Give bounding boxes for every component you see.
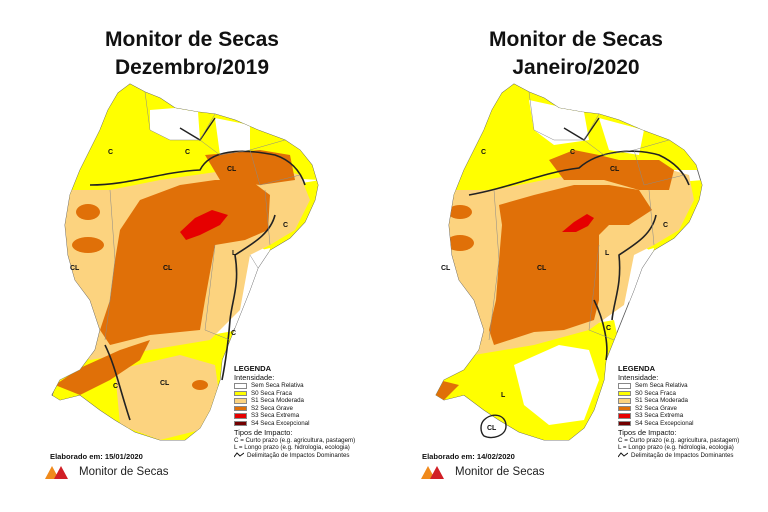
legend-intensity-label: Intensidade:	[234, 372, 275, 382]
legend-swatch	[618, 413, 631, 419]
map-label: C	[231, 330, 237, 337]
monitor-logo-icon	[421, 466, 444, 479]
map-label: C	[185, 149, 191, 156]
logo-text: Monitor de Secas	[455, 466, 545, 478]
drought-map	[435, 83, 703, 441]
impact-c: C = Curto prazo (e.g. agricultura, pasta…	[234, 437, 356, 444]
legend-item: S4 Seca Excepcional	[618, 420, 763, 428]
legend-swatch	[234, 398, 247, 404]
legend-swatch	[234, 405, 247, 411]
delimitation-item: Delimitação de Impactos Dominantes	[234, 452, 379, 459]
impact-c: C = Curto prazo (e.g. agricultura, pasta…	[618, 437, 740, 444]
legend-intensity-label: Intensidade:	[618, 372, 659, 382]
legend-swatch	[234, 390, 247, 396]
legend-item: S0 Seca Fraca	[618, 390, 763, 398]
legend-swatch	[234, 420, 247, 426]
elaborado-date: Elaborado em: 14/02/2020	[422, 452, 515, 461]
map-label: C	[283, 222, 289, 229]
legend-title: LEGENDA	[618, 364, 656, 373]
legend-title: LEGENDA	[234, 364, 272, 373]
legend-item: S2 Seca Grave	[618, 405, 763, 413]
map-label: C	[570, 149, 576, 156]
map-label: C	[663, 222, 669, 229]
drought-map	[51, 83, 319, 441]
legend-swatch	[618, 390, 631, 396]
logo-text: Monitor de Secas	[79, 466, 169, 478]
legend: LEGENDA Intensidade: Sem Seca Relativa S…	[234, 364, 379, 459]
panel-subtitle: Janeiro/2020	[512, 56, 640, 79]
legend-swatch	[618, 420, 631, 426]
map-label: CL	[160, 380, 170, 387]
legend-item: S2 Seca Grave	[234, 405, 379, 413]
monitor-logo-icon	[45, 466, 68, 479]
panel-title: Monitor de Secas	[105, 28, 279, 51]
map-label: CL	[441, 265, 451, 272]
legend-swatch	[234, 383, 247, 389]
legend-item: Sem Seca Relativa	[618, 382, 763, 390]
legend-swatch	[618, 398, 631, 404]
elaborado-date: Elaborado em: 15/01/2020	[50, 452, 143, 461]
map-label: C	[108, 149, 114, 156]
legend: LEGENDA Intensidade: Sem Seca Relativa S…	[618, 364, 763, 459]
legend-item: S3 Seca Extrema	[618, 412, 763, 420]
map-label: CL	[227, 166, 237, 173]
legend-item: S1 Seca Moderada	[618, 397, 763, 405]
map-label: L	[232, 250, 237, 257]
panel-subtitle: Dezembro/2019	[114, 56, 270, 79]
legend-item: S3 Seca Extrema	[234, 412, 379, 420]
panel-title: Monitor de Secas	[489, 28, 663, 51]
impact-title: Tipos de Impacto:	[234, 428, 293, 437]
impact-title: Tipos de Impacto:	[618, 428, 677, 437]
map-label: CL	[537, 265, 547, 272]
map-label: C	[113, 383, 119, 390]
logo: Monitor de Secas	[420, 464, 545, 480]
legend-swatch	[234, 413, 247, 419]
map-label: CL	[70, 265, 80, 272]
delimitation-line-icon	[618, 452, 628, 458]
map-label: CL	[163, 265, 173, 272]
map-label: CL	[610, 166, 620, 173]
legend-item: S4 Seca Excepcional	[234, 420, 379, 428]
map-label: C	[481, 149, 487, 156]
impact-l: L = Longo prazo (e.g. hidrologia, ecolog…	[234, 444, 350, 452]
map-label: C	[606, 325, 612, 332]
legend-item: Sem Seca Relativa	[234, 382, 379, 390]
map-label: L	[501, 392, 506, 399]
map-panel-dezembro-2019: Monitor de Secas Dezembro/2019	[44, 28, 379, 480]
legend-swatch	[618, 405, 631, 411]
legend-item: S1 Seca Moderada	[234, 397, 379, 405]
impact-l: L = Longo prazo (e.g. hidrologia, ecolog…	[618, 444, 734, 452]
map-label: L	[605, 250, 610, 257]
logo: Monitor de Secas	[44, 464, 169, 480]
map-panel-janeiro-2020: Monitor de Secas Janeiro/2020	[384, 0, 768, 512]
legend-item: S0 Seca Fraca	[234, 390, 379, 398]
legend-swatch	[618, 383, 631, 389]
delimitation-item: Delimitação de Impactos Dominantes	[618, 452, 763, 459]
delimitation-line-icon	[234, 452, 244, 458]
map-label: CL	[487, 425, 497, 432]
